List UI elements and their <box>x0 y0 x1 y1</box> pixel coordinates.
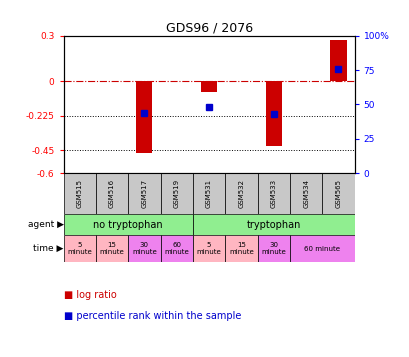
Bar <box>330 40 346 81</box>
Text: 60 minute: 60 minute <box>303 246 339 252</box>
Bar <box>193 214 354 235</box>
Bar <box>225 173 257 214</box>
Bar <box>289 173 321 214</box>
Text: ■ log ratio: ■ log ratio <box>63 290 116 300</box>
Text: 30
minute: 30 minute <box>261 242 285 255</box>
Text: GSM516: GSM516 <box>109 179 115 208</box>
Text: no tryptophan: no tryptophan <box>93 220 163 230</box>
Bar <box>193 173 225 214</box>
Bar <box>193 235 225 262</box>
Text: ■ percentile rank within the sample: ■ percentile rank within the sample <box>63 311 240 321</box>
Text: 60
minute: 60 minute <box>164 242 189 255</box>
Text: GSM533: GSM533 <box>270 179 276 208</box>
Text: time ▶: time ▶ <box>33 244 63 253</box>
Text: tryptophan: tryptophan <box>246 220 300 230</box>
Title: GDS96 / 2076: GDS96 / 2076 <box>165 21 252 35</box>
Bar <box>265 81 281 146</box>
Text: GSM532: GSM532 <box>238 179 244 208</box>
Bar <box>321 173 354 214</box>
Bar <box>136 81 152 153</box>
Bar <box>257 173 289 214</box>
Bar <box>63 214 193 235</box>
Bar <box>63 235 96 262</box>
Bar <box>96 235 128 262</box>
Bar <box>257 235 289 262</box>
Text: 15
minute: 15 minute <box>99 242 124 255</box>
Bar <box>128 235 160 262</box>
Bar <box>225 235 257 262</box>
Text: 5
minute: 5 minute <box>67 242 92 255</box>
Bar <box>160 235 193 262</box>
Text: GSM517: GSM517 <box>141 179 147 208</box>
Text: GSM515: GSM515 <box>76 179 83 208</box>
Text: agent ▶: agent ▶ <box>27 220 63 229</box>
Text: 5
minute: 5 minute <box>196 242 221 255</box>
Text: GSM565: GSM565 <box>335 179 341 208</box>
Bar <box>160 173 193 214</box>
Bar <box>96 173 128 214</box>
Bar <box>63 173 96 214</box>
Text: GSM531: GSM531 <box>206 179 211 208</box>
Bar <box>289 235 354 262</box>
Text: 15
minute: 15 minute <box>229 242 253 255</box>
Bar <box>128 173 160 214</box>
Text: 30
minute: 30 minute <box>132 242 156 255</box>
Bar <box>200 81 217 92</box>
Text: GSM519: GSM519 <box>173 179 179 208</box>
Text: GSM534: GSM534 <box>302 179 308 208</box>
